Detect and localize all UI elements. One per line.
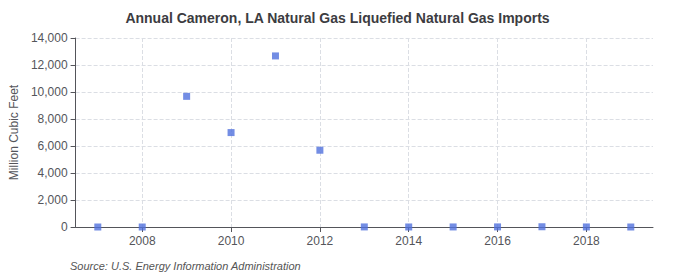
svg-text:10,000: 10,000: [31, 85, 68, 99]
svg-text:Source: U.S. Energy Informatio: Source: U.S. Energy Information Administ…: [70, 260, 301, 272]
svg-text:Million Cubic Feet: Million Cubic Feet: [7, 84, 21, 180]
svg-text:Annual Cameron, LA Natural Gas: Annual Cameron, LA Natural Gas Liquefied…: [125, 10, 549, 26]
svg-text:8,000: 8,000: [38, 112, 68, 126]
svg-text:14,000: 14,000: [31, 31, 68, 45]
svg-text:2014: 2014: [395, 234, 422, 248]
svg-text:2010: 2010: [218, 234, 245, 248]
svg-text:4,000: 4,000: [38, 166, 68, 180]
svg-text:2012: 2012: [307, 234, 334, 248]
svg-text:6,000: 6,000: [38, 139, 68, 153]
svg-text:2008: 2008: [129, 234, 156, 248]
svg-text:2016: 2016: [484, 234, 511, 248]
svg-text:2018: 2018: [573, 234, 600, 248]
svg-text:0: 0: [61, 220, 68, 234]
svg-text:2,000: 2,000: [38, 193, 68, 207]
svg-text:12,000: 12,000: [31, 58, 68, 72]
